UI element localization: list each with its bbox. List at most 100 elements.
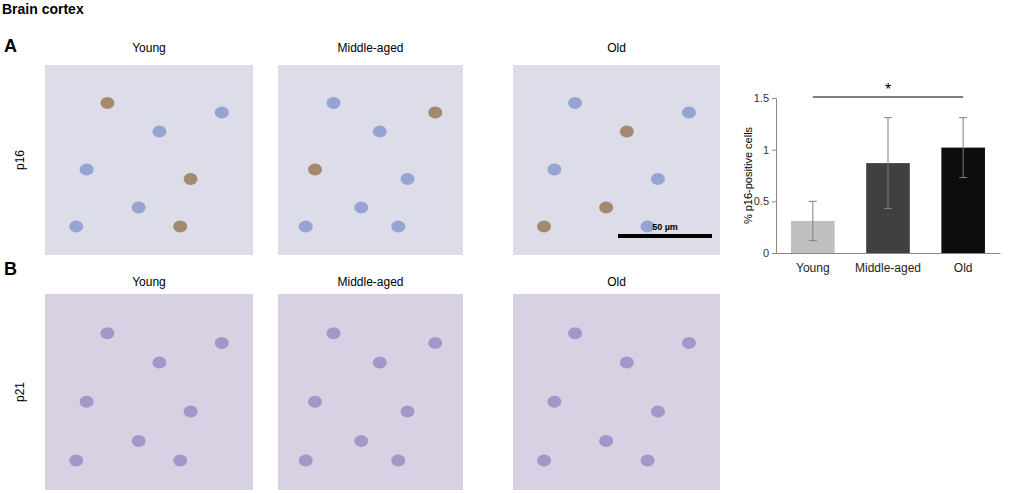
y-tick: 1 xyxy=(763,144,776,156)
nucleus xyxy=(428,107,442,119)
scale-bar xyxy=(618,234,712,238)
y-axis-line xyxy=(772,99,777,254)
nucleus xyxy=(547,164,561,176)
significance-label: * xyxy=(885,81,891,98)
nucleus xyxy=(373,357,387,369)
nucleus xyxy=(308,396,322,408)
micrograph xyxy=(513,294,720,490)
nucleus xyxy=(620,357,634,369)
nucleus xyxy=(682,107,696,119)
column-label: Middle-aged xyxy=(337,41,403,55)
column-label: Young xyxy=(132,275,166,289)
nucleus xyxy=(69,455,83,467)
error-cap xyxy=(809,201,817,202)
error-bar xyxy=(888,118,889,209)
nucleus xyxy=(152,126,166,138)
nucleus xyxy=(401,406,415,418)
row-label: p16 xyxy=(13,150,27,170)
nucleus xyxy=(184,406,198,418)
nucleus xyxy=(641,455,655,467)
x-tick: Old xyxy=(954,253,973,275)
row-label: p21 xyxy=(13,382,27,402)
y-tick-mark xyxy=(772,98,776,99)
nucleus xyxy=(132,202,146,214)
micrograph xyxy=(278,65,463,255)
nucleus xyxy=(308,164,322,176)
nucleus xyxy=(80,164,94,176)
x-tick: Middle-aged xyxy=(855,253,921,275)
nucleus xyxy=(401,173,415,185)
y-tick-mark xyxy=(772,201,776,202)
y-tick: 1.5 xyxy=(754,92,776,104)
micrograph xyxy=(45,65,253,255)
nucleus xyxy=(651,406,665,418)
y-tick-label: 0.5 xyxy=(754,195,769,207)
y-tick: 0 xyxy=(763,247,776,259)
micrograph-background xyxy=(513,294,720,490)
micrograph-background xyxy=(278,65,463,255)
micrograph-background xyxy=(278,294,463,490)
nucleus xyxy=(599,435,613,447)
error-cap xyxy=(959,117,967,118)
column-label: Old xyxy=(607,275,626,289)
bars xyxy=(791,118,985,253)
nucleus xyxy=(568,327,582,339)
nucleus xyxy=(327,97,341,109)
nucleus xyxy=(173,221,187,233)
column-label: Middle-aged xyxy=(337,275,403,289)
nucleus xyxy=(215,107,229,119)
nucleus xyxy=(568,97,582,109)
y-tick: 0.5 xyxy=(754,195,776,207)
figure-title: Brain cortex xyxy=(2,1,84,17)
nucleus xyxy=(299,221,313,233)
panel-label: B xyxy=(4,259,17,279)
panel-label: A xyxy=(4,36,17,56)
scale-bar-label: 50 µm xyxy=(652,222,678,232)
nucleus xyxy=(547,396,561,408)
error-bar xyxy=(963,118,964,178)
x-tick-label: Middle-aged xyxy=(855,261,921,275)
nucleus xyxy=(100,97,114,109)
error-bar xyxy=(812,201,813,240)
micrograph xyxy=(513,65,720,255)
micrograph-background xyxy=(45,294,253,490)
micrograph xyxy=(278,294,463,490)
nucleus xyxy=(152,357,166,369)
nucleus xyxy=(620,126,634,138)
nucleus xyxy=(80,396,94,408)
nucleus xyxy=(373,126,387,138)
nucleus xyxy=(599,202,613,214)
nucleus xyxy=(327,327,341,339)
nucleus xyxy=(173,455,187,467)
nucleus xyxy=(428,337,442,349)
y-tick-label: 1 xyxy=(763,144,769,156)
y-axis: 0 0.5 1 1.5 xyxy=(754,92,777,259)
error-cap xyxy=(959,177,967,178)
x-tick: Young xyxy=(796,253,830,275)
nucleus xyxy=(354,202,368,214)
nucleus xyxy=(391,455,405,467)
error-cap xyxy=(809,240,817,241)
nucleus xyxy=(537,455,551,467)
nucleus xyxy=(682,337,696,349)
nucleus xyxy=(69,221,83,233)
y-tick-mark xyxy=(772,253,776,254)
micrograph-background xyxy=(513,65,720,255)
nucleus xyxy=(100,327,114,339)
micrograph xyxy=(45,294,253,490)
nucleus xyxy=(651,173,665,185)
column-label: Old xyxy=(607,41,626,55)
nucleus xyxy=(132,435,146,447)
y-axis-title: % p16-positive cells xyxy=(742,126,754,224)
nucleus xyxy=(184,173,198,185)
y-tick-label: 1.5 xyxy=(754,92,769,104)
x-tick-label: Old xyxy=(954,261,973,275)
error-cap xyxy=(884,208,892,209)
x-tick-label: Young xyxy=(796,261,830,275)
error-cap xyxy=(884,117,892,118)
x-axis-line xyxy=(777,253,1001,254)
nucleus xyxy=(299,455,313,467)
column-label: Young xyxy=(132,41,166,55)
nucleus xyxy=(391,221,405,233)
nucleus xyxy=(354,435,368,447)
